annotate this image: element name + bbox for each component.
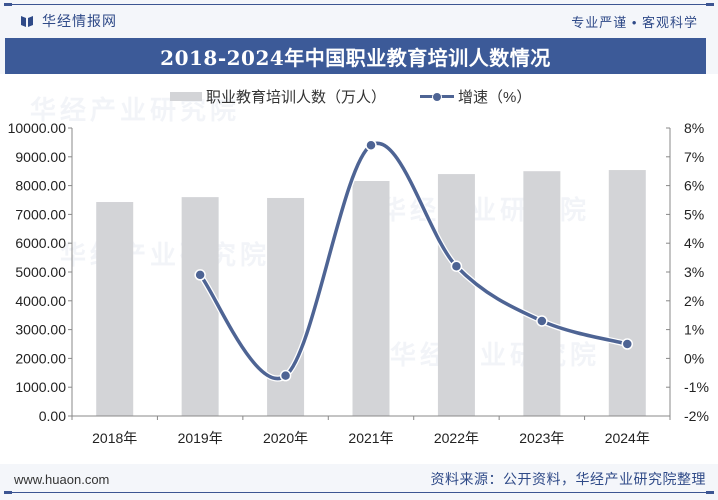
line-marker <box>536 315 548 327</box>
left-axis-tick-label: 7000.00 <box>15 206 66 222</box>
right-axis-tick-label: 8% <box>684 120 704 136</box>
brand-name: 华经情报网 <box>42 13 117 29</box>
left-axis-tick-label: 9000.00 <box>15 149 66 165</box>
x-axis-tick-label: 2024年 <box>605 430 650 446</box>
footer-url[interactable]: www.huaon.com <box>14 471 110 487</box>
x-axis-tick-label: 2019年 <box>178 430 223 446</box>
left-axis-tick-label: 0.00 <box>39 408 66 424</box>
right-axis-tick-label: 0% <box>684 350 704 366</box>
left-axis-tick-label: 10000.00 <box>8 120 67 136</box>
left-y-axis: 0.00 1000.00 2000.00 3000.00 4000.00 5000.00 6… <box>8 120 73 424</box>
x-axis-tick-label: 2020年 <box>263 430 308 446</box>
left-axis-tick-label: 1000.00 <box>15 379 66 395</box>
x-axis-tick-label: 2021年 <box>348 430 393 446</box>
bar-2019年 <box>181 197 219 416</box>
right-axis-tick-label: 7% <box>684 149 704 165</box>
left-axis-tick-label: 8000.00 <box>15 178 66 194</box>
title-bar: 2018-2024年中国职业教育培训人数情况 <box>5 38 706 74</box>
bar-2023年 <box>523 171 561 416</box>
right-axis-tick-label: 5% <box>684 206 704 222</box>
right-axis-tick-label: -2% <box>684 408 709 424</box>
bar-series <box>96 170 646 416</box>
right-axis-tick-label: 6% <box>684 178 704 194</box>
left-axis-tick-label: 6000.00 <box>15 235 66 251</box>
bar-2018年 <box>96 202 134 416</box>
bar-2022年 <box>437 174 475 416</box>
right-axis-tick-label: 2% <box>684 293 704 309</box>
x-axis-tick-label: 2023年 <box>519 430 564 446</box>
right-axis-tick-label: -1% <box>684 379 709 395</box>
left-axis-tick-label: 4000.00 <box>15 293 66 309</box>
legend-line-label: 增速（%） <box>458 88 532 106</box>
right-axis-tick-label: 1% <box>684 322 704 338</box>
bottom-rule <box>4 491 714 494</box>
header-bar: 华经情报网 专业严谨 • 客观科学 <box>0 6 718 36</box>
x-axis-tick-label: 2018年 <box>92 430 137 446</box>
right-axis-tick-label: 4% <box>684 235 704 251</box>
line-marker <box>450 260 463 272</box>
bar-2020年 <box>267 197 305 416</box>
line-series <box>194 139 634 382</box>
footer-source: 资料来源：公开资料，华经产业研究院整理 <box>430 471 706 487</box>
chart-title: 2018-2024年中国职业教育培训人数情况 <box>160 45 551 70</box>
bar-swatch-icon <box>170 91 202 101</box>
top-rule <box>4 3 714 6</box>
right-y-axis: -2% -1% 0% 1% 2% 3% 4% 5% 6% 7% 8% <box>666 120 709 424</box>
left-axis-tick-label: 2000.00 <box>15 350 66 366</box>
bar-2021年 <box>352 180 390 416</box>
brand: 华经情报网 <box>20 11 117 31</box>
x-axis: 2018年 2019年 2020年 2021年 2022年 2023年 2024年 <box>71 415 671 446</box>
footer: www.huaon.com 资料来源：公开资料，华经产业研究院整理 <box>0 466 718 492</box>
legend-bar-label: 职业教育培训人数（万人） <box>206 88 387 106</box>
line-marker <box>194 269 206 281</box>
x-axis-tick-label: 2022年 <box>434 430 479 446</box>
right-axis-tick-label: 3% <box>684 264 704 280</box>
line-marker <box>621 338 634 350</box>
bar-2024年 <box>608 170 646 416</box>
line-marker <box>365 139 377 152</box>
legend-item-bar: 职业教育培训人数（万人） <box>170 86 386 107</box>
book-logo-icon <box>21 16 33 27</box>
slogan: 专业严谨 • 客观科学 <box>571 14 698 30</box>
line-marker-swatch-icon <box>420 91 455 102</box>
line-marker <box>279 369 292 382</box>
chart-legend: 职业教育培训人数（万人） 增速（%） <box>170 84 531 108</box>
legend-item-line: 增速（%） <box>420 86 531 107</box>
left-axis-tick-label: 5000.00 <box>15 264 66 280</box>
left-axis-tick-label: 3000.00 <box>15 322 66 338</box>
